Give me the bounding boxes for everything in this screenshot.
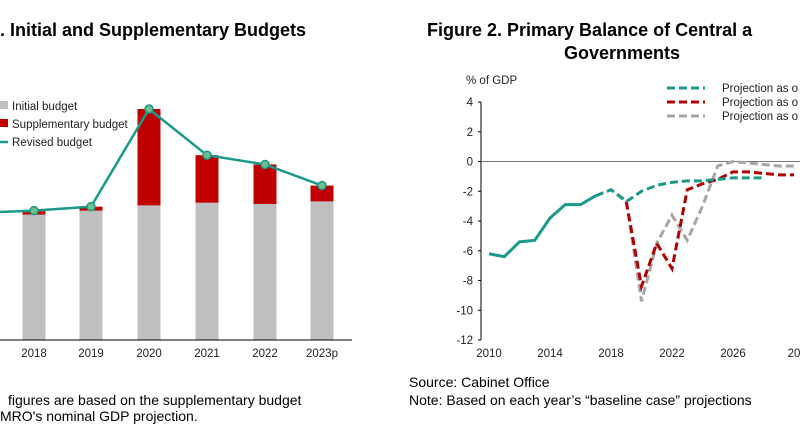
legend-label: Supplementary budget — [12, 119, 129, 131]
x-tick-label: 2018 — [21, 348, 47, 360]
bar-initial-2023p — [310, 201, 334, 340]
bar-supplementary-2022 — [253, 164, 277, 205]
bar-initial-2018 — [22, 214, 46, 340]
right-chart-title-line2: Governments — [564, 43, 681, 63]
revised-point-2018 — [29, 205, 39, 216]
x-tick-label: 20 — [788, 348, 800, 360]
bar-initial-2020 — [137, 205, 161, 340]
legend-label: Projection as o — [722, 111, 798, 123]
bar-supplementary-2023p — [310, 185, 334, 202]
right-chart-title-line1: Figure 2. Primary Balance of Central a — [427, 20, 753, 40]
x-tick-label: 2018 — [598, 348, 624, 360]
projection-note: Note: Based on each year’s “baseline cas… — [409, 392, 752, 408]
left-note-line1: figures are based on the supplementary b… — [8, 392, 302, 408]
revised-point-2022 — [260, 159, 270, 170]
bar-initial-2019 — [79, 210, 103, 340]
legend-label: Revised budget — [12, 137, 93, 149]
x-tick-label: 2010 — [476, 348, 502, 360]
projection-line-1 — [595, 176, 764, 204]
legend-swatch — [0, 119, 8, 127]
revised-point-2023p — [317, 180, 327, 191]
x-tick-label: 2014 — [537, 348, 563, 360]
y-tick-label: 4 — [467, 97, 474, 109]
legend-swatch — [0, 101, 8, 109]
revised-point-2019 — [86, 201, 96, 212]
x-tick-label: 2022 — [252, 348, 278, 360]
y-tick-label: -10 — [456, 305, 473, 317]
bar-supplementary-2021 — [195, 155, 219, 203]
left-note-line2: MRO's nominal GDP projection. — [0, 408, 198, 424]
y-tick-label: -8 — [463, 276, 473, 288]
x-tick-label: 2020 — [136, 348, 162, 360]
x-tick-label: 2022 — [659, 348, 685, 360]
y-tick-label: -2 — [463, 186, 473, 198]
projection-line-3 — [595, 159, 794, 302]
revised-point-2021 — [202, 150, 212, 160]
y-tick-label: 0 — [467, 157, 473, 169]
legend-label: Projection as o — [722, 83, 798, 95]
bar-initial-2022 — [253, 204, 277, 340]
x-tick-label: 2019 — [78, 348, 104, 360]
y-tick-label: 2 — [467, 127, 473, 139]
y-tick-label: -12 — [456, 335, 473, 347]
x-tick-label: 2023p — [306, 348, 338, 360]
budget-chart: 2018 2019 2020 2021 2022 2023p Initial budget S… — [0, 101, 352, 360]
y-axis-label: % of GDP — [466, 75, 517, 87]
y-tick-label: -4 — [463, 216, 474, 228]
source-note: Source: Cabinet Office — [409, 374, 550, 390]
x-tick-label: 2026 — [720, 348, 746, 360]
x-tick-label: 2021 — [194, 348, 220, 360]
bar-supplementary-2020 — [137, 109, 161, 206]
revised-point-2020 — [144, 104, 154, 114]
actual-balance-line — [488, 194, 597, 259]
bar-initial-2021 — [195, 202, 219, 340]
legend-label: Initial budget — [12, 101, 78, 113]
left-chart-title: . Initial and Supplementary Budgets — [0, 20, 307, 40]
y-tick-label: -6 — [463, 246, 473, 258]
legend-label: Projection as o — [722, 97, 798, 109]
